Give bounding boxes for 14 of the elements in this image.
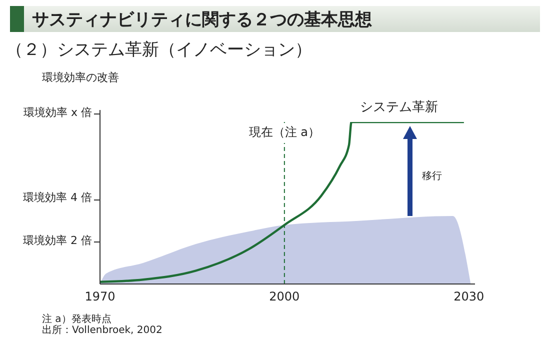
text: 環境効率 x 倍 <box>22 106 92 120</box>
text: 注 a）発表時点 <box>42 313 112 325</box>
y-axis-title: 環境効率の改善 <box>42 70 119 85</box>
chart-title: サスティナビリティに関する２つの基本思想 <box>32 8 372 30</box>
chart-subtitle: （２）システム革新（イノベーション） <box>6 39 312 61</box>
x-tick-label: 2000 <box>269 290 300 304</box>
text: 出所：Vollenbroek, 2002 <box>42 324 164 337</box>
text: 環境効率 2 倍 <box>22 234 92 248</box>
annotation: 移行 <box>422 170 443 183</box>
ref-line-label: 現在（注 a） <box>248 125 320 139</box>
text: システム革新 <box>360 100 439 116</box>
x-tick-label: 2030 <box>454 290 484 304</box>
text: 環境効率 4 倍 <box>22 191 92 205</box>
x-tick-label: 1970 <box>84 290 116 304</box>
